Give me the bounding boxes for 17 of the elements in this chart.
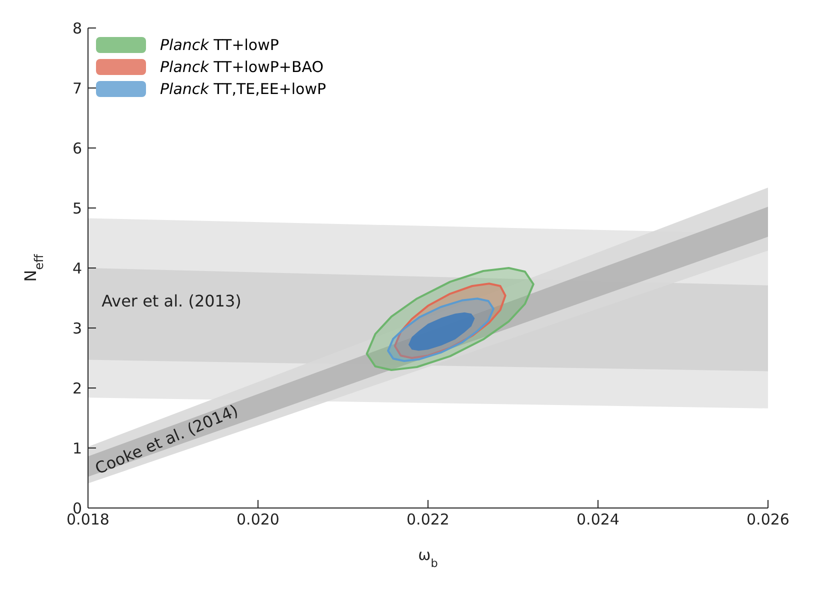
x-tick-label: 0.024: [576, 510, 620, 529]
y-tick-label: 2: [72, 379, 82, 398]
annotation: Aver et al. (2013): [102, 291, 242, 310]
y-tick-label: 6: [72, 139, 82, 158]
x-tick-label: 0.026: [746, 510, 790, 529]
y-tick-label: 8: [72, 19, 82, 38]
y-tick-label: 1: [72, 439, 82, 458]
y-tick-label: 5: [72, 199, 82, 218]
y-tick-label: 3: [72, 319, 82, 338]
legend-label: Planck TT+lowP+BAO: [160, 58, 324, 76]
x-tick-label: 0.020: [236, 510, 280, 529]
x-axis-title: ω$_{b}$: [418, 546, 438, 570]
legend-label: Planck TT+lowP: [160, 36, 279, 54]
y-tick-label: 4: [72, 259, 82, 278]
x-tick-label: 0.022: [406, 510, 450, 529]
legend-label: Planck TT,TE,EE+lowP: [160, 80, 326, 98]
y-tick-label: 7: [72, 79, 82, 98]
